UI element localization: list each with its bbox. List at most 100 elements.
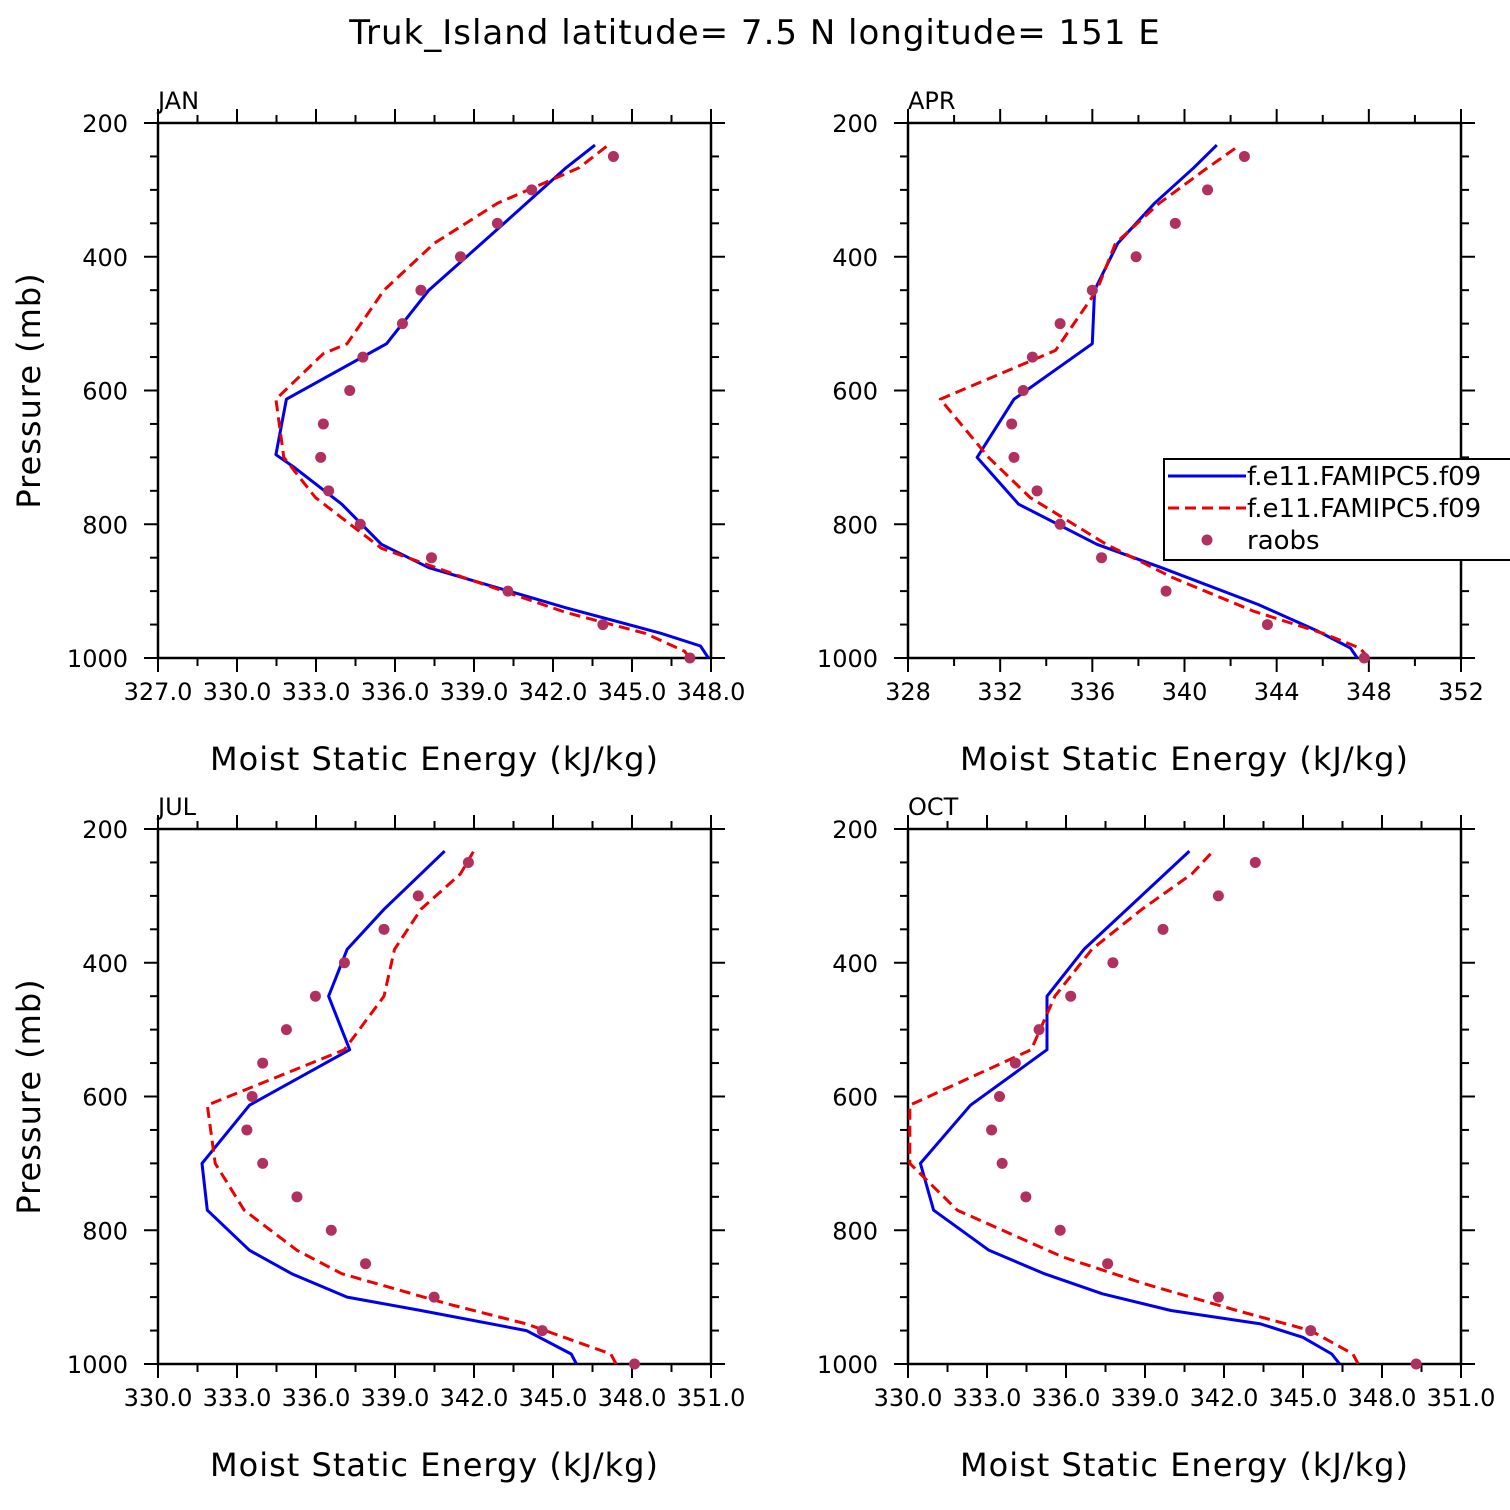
- y-tick-label: 600: [82, 1084, 128, 1112]
- raobs-point: [1358, 652, 1370, 664]
- raobs-point: [1009, 1057, 1021, 1069]
- legend-label: raobs: [1247, 526, 1320, 556]
- raobs-point: [1238, 150, 1250, 162]
- x-tick-label: 342.0: [519, 678, 588, 706]
- raobs-point: [344, 385, 356, 396]
- raobs-point: [1026, 351, 1038, 363]
- raobs-point: [357, 351, 369, 363]
- raobs-point: [1410, 1358, 1422, 1370]
- raobs-point: [378, 923, 390, 935]
- plot-area: [938, 143, 1370, 658]
- y-tick-label: 800: [82, 1217, 128, 1245]
- raobs-point: [428, 1291, 440, 1303]
- raobs-point: [1031, 485, 1043, 497]
- raobs-point: [502, 585, 514, 597]
- y-tick-label: 600: [832, 1084, 878, 1112]
- raobs-point: [315, 451, 327, 463]
- raobs-point: [360, 1258, 372, 1270]
- plot-area: [908, 850, 1360, 1364]
- x-tick-label: 345.0: [519, 1384, 588, 1412]
- raobs-point: [1107, 957, 1119, 969]
- x-tick-label: 351.0: [1427, 1384, 1496, 1412]
- raobs-point: [425, 552, 437, 564]
- x-tick-label: 327.0: [124, 678, 193, 706]
- raobs-point: [396, 318, 408, 330]
- y-tick-label: 400: [832, 244, 878, 272]
- y-tick-label: 600: [82, 378, 128, 406]
- panel-label: JUL: [156, 793, 197, 821]
- y-axis-label: Pressure (mb): [10, 978, 48, 1214]
- raobs-point: [1008, 451, 1020, 463]
- raobs-point: [257, 1057, 269, 1069]
- y-tick-label: 200: [82, 110, 128, 138]
- x-tick-label: 342.0: [440, 1384, 509, 1412]
- panel-label: JAN: [156, 87, 199, 115]
- legend-marker-raobs: [1201, 534, 1213, 546]
- y-tick-label: 400: [832, 950, 878, 978]
- raobs-point: [317, 418, 329, 430]
- x-tick-label: 333.0: [203, 1384, 272, 1412]
- x-tick-label: 345.0: [598, 678, 667, 706]
- y-tick-label: 400: [82, 244, 128, 272]
- raobs-point: [415, 284, 427, 296]
- y-tick-label: 800: [832, 1217, 878, 1245]
- raobs-point: [1212, 1291, 1224, 1303]
- raobs-point: [629, 1358, 641, 1370]
- panel-label: OCT: [908, 793, 959, 821]
- model-line-dashed: [908, 850, 1360, 1364]
- x-tick-label: 336: [1069, 678, 1115, 706]
- x-axis-label: Moist Static Energy (kJ/kg): [210, 1446, 659, 1484]
- raobs-point: [526, 184, 538, 196]
- panel-jan: JAN 200 400 600 800 1000 327.0 330.0 333.0 336.0 3…: [10, 87, 745, 778]
- raobs-point: [412, 890, 424, 902]
- raobs-point: [1202, 184, 1214, 196]
- x-tick-label: 339.0: [361, 1384, 430, 1412]
- raobs-point: [536, 1325, 548, 1337]
- model-line-dashed: [205, 850, 618, 1364]
- x-axis-label: Moist Static Energy (kJ/kg): [960, 1446, 1409, 1484]
- raobs-point: [597, 619, 609, 631]
- raobs-point: [309, 990, 321, 1002]
- y-axis-label: Pressure (mb): [10, 272, 48, 508]
- raobs-point: [1065, 990, 1077, 1002]
- raobs-point: [1020, 1191, 1032, 1203]
- y-tick-label: 1000: [817, 1351, 878, 1379]
- x-tick-label: 333.0: [282, 678, 351, 706]
- x-tick-label: 348.0: [598, 1384, 667, 1412]
- y-tick-label: 600: [832, 378, 878, 406]
- y-tick-label: 1000: [67, 1351, 128, 1379]
- raobs-point: [986, 1124, 998, 1136]
- raobs-point: [1102, 1258, 1114, 1270]
- panel-oct: OCT 200 400 600 800 1000 330.0 333.0 336.0 339.0 3…: [817, 793, 1495, 1484]
- legend-label: f.e11.FAMIPC5.f09: [1247, 462, 1481, 492]
- y-tick-label: 800: [832, 511, 878, 539]
- legend-label: f.e11.FAMIPC5.f09: [1247, 494, 1481, 524]
- raobs-point: [994, 1091, 1006, 1102]
- raobs-point: [1212, 890, 1224, 902]
- raobs-point: [291, 1191, 303, 1203]
- x-tick-label: 330.0: [874, 1384, 943, 1412]
- raobs-point: [1157, 923, 1169, 935]
- raobs-point: [1305, 1325, 1317, 1337]
- raobs-point: [1249, 856, 1261, 868]
- model-line-solid: [975, 144, 1359, 658]
- y-tick-label: 1000: [67, 645, 128, 673]
- x-tick-label: 348: [1346, 678, 1392, 706]
- raobs-point: [684, 652, 696, 664]
- x-tick-label: 332: [977, 678, 1023, 706]
- raobs-point: [325, 1224, 337, 1236]
- raobs-point: [1086, 284, 1098, 296]
- x-tick-label: 339.0: [1111, 1384, 1180, 1412]
- raobs-point: [454, 251, 466, 263]
- raobs-point: [280, 1024, 292, 1036]
- x-tick-label: 336.0: [282, 1384, 351, 1412]
- raobs-point: [1006, 418, 1018, 430]
- raobs-point: [462, 856, 474, 868]
- x-tick-label: 352: [1438, 678, 1484, 706]
- raobs-point: [1261, 619, 1273, 631]
- y-tick-label: 200: [832, 110, 878, 138]
